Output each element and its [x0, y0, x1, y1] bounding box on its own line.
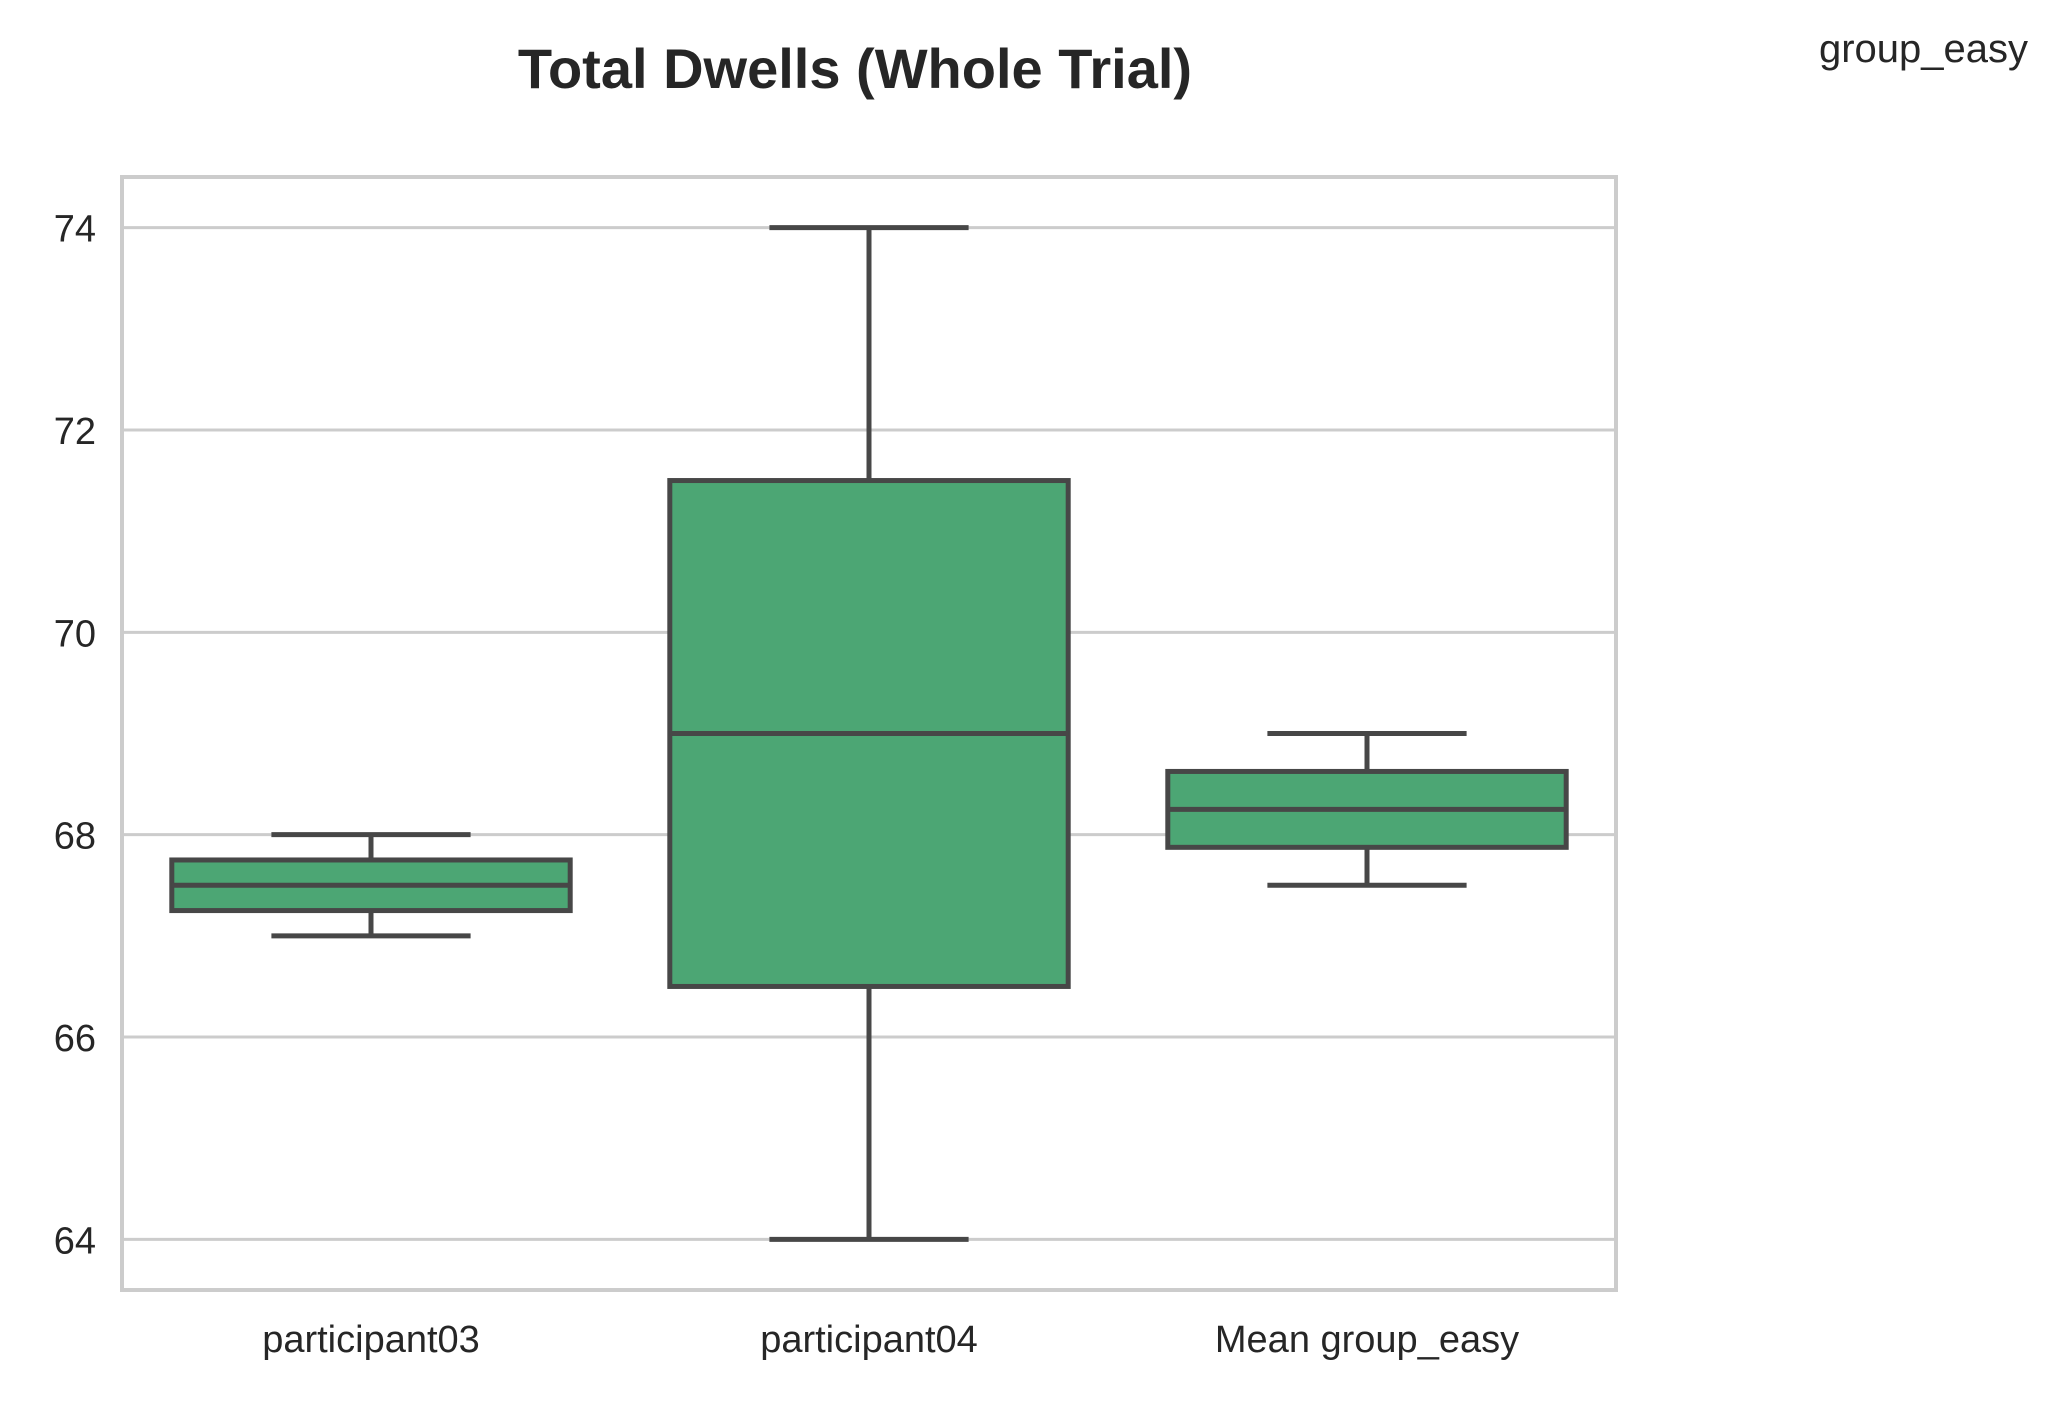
- x-tick-label: participant03: [262, 1319, 480, 1361]
- y-tick-label: 68: [54, 816, 96, 858]
- y-tick-label: 74: [54, 209, 96, 251]
- box-layer: [169, 225, 1569, 1242]
- y-tick-label: 64: [54, 1220, 96, 1262]
- y-tick-label: 66: [54, 1018, 96, 1060]
- legend-label: group_easy: [1819, 27, 2028, 71]
- box-group: [1165, 731, 1569, 888]
- x-tick-label: Mean group_easy: [1215, 1319, 1519, 1361]
- y-tick-label: 72: [54, 411, 96, 453]
- box-group: [169, 832, 573, 939]
- y-tick-label: 70: [54, 613, 96, 655]
- plot-frame: [120, 175, 1618, 1292]
- x-axis-ticks: participant03 participant04 Mean group_eas…: [262, 1319, 1519, 1361]
- x-tick-label: participant04: [760, 1319, 978, 1361]
- chart-title: Total Dwells (Whole Trial): [518, 37, 1192, 100]
- box-group: [667, 225, 1071, 1242]
- y-axis-ticks: 64 66 68 70 72 74: [54, 209, 96, 1263]
